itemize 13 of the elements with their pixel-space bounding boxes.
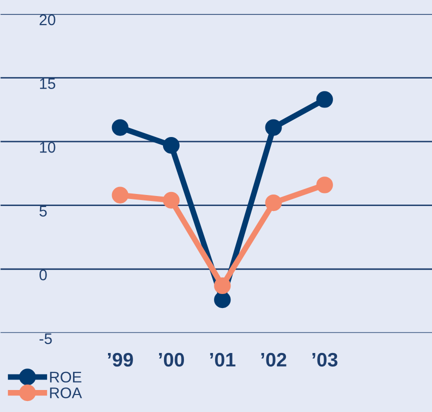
x-tick-label: ’03 <box>312 352 338 367</box>
x-tick-label: ’00 <box>159 352 184 367</box>
legend-label: ROA <box>50 387 82 398</box>
x-tick-label: ’01 <box>210 352 236 367</box>
x-tick-label: ’02 <box>261 352 286 367</box>
y-tick-label: 15 <box>40 78 56 90</box>
legend-label: ROE <box>50 372 82 383</box>
y-tick-label: -5 <box>40 333 52 344</box>
y-tick-label: 10 <box>40 142 56 153</box>
x-tick-label: ’99 <box>108 352 133 367</box>
y-tick-label: 20 <box>40 14 56 26</box>
y-tick-label: 0 <box>39 270 47 280</box>
y-tick-label: 5 <box>40 206 47 217</box>
